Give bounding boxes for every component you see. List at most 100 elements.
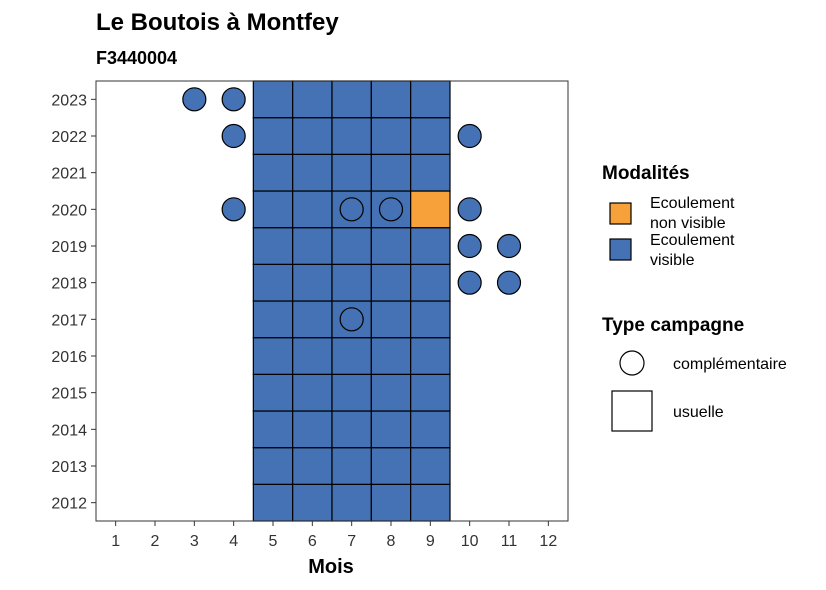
tile-2017-8 bbox=[370, 300, 412, 339]
tile-2018-8 bbox=[370, 263, 412, 302]
plot-frame bbox=[95, 80, 569, 522]
tile-2012-7 bbox=[331, 483, 372, 522]
tile-2013-6 bbox=[292, 447, 333, 485]
tile-2013-9 bbox=[410, 447, 451, 485]
tiles-layer bbox=[252, 80, 451, 522]
chart-title: Le Boutois à Montfey bbox=[96, 9, 339, 36]
legend-swatch-non-visible bbox=[609, 202, 632, 225]
x-tick-label: 10 bbox=[461, 533, 479, 550]
tile-2023-5 bbox=[252, 80, 294, 119]
y-tick-label: 2023 bbox=[51, 92, 87, 109]
tile-2012-8 bbox=[370, 483, 412, 522]
legend-square-icon bbox=[611, 390, 653, 432]
tile-2022-6 bbox=[292, 117, 333, 155]
x-tick-label: 3 bbox=[190, 533, 199, 550]
tile-2016-8 bbox=[370, 337, 412, 375]
x-tick-label: 12 bbox=[539, 533, 557, 550]
tile-2015-9 bbox=[410, 373, 451, 412]
x-tick-label: 11 bbox=[501, 533, 518, 550]
x-tick-label: 7 bbox=[347, 533, 356, 550]
point-2023-3 bbox=[182, 87, 207, 112]
y-tick-label: 2019 bbox=[51, 239, 87, 256]
tile-2020-9 bbox=[410, 190, 451, 229]
point-2022-10 bbox=[457, 123, 482, 149]
tile-2019-7 bbox=[331, 227, 372, 265]
tile-2023-7 bbox=[331, 80, 372, 119]
point-2019-10 bbox=[457, 233, 482, 259]
tile-2016-7 bbox=[331, 337, 372, 375]
tile-2012-6 bbox=[292, 483, 333, 522]
legend-label-non-visible-line2: non visible bbox=[650, 215, 726, 232]
x-tick-label: 4 bbox=[229, 533, 238, 550]
points-layer bbox=[182, 87, 522, 332]
tile-2012-5 bbox=[252, 483, 294, 522]
legend: Modalités Ecoulement non visible Ecoulem… bbox=[602, 163, 787, 432]
tile-2021-9 bbox=[410, 153, 451, 192]
tile-2014-7 bbox=[331, 410, 372, 449]
tile-2022-7 bbox=[331, 117, 372, 155]
y-tick-label: 2014 bbox=[51, 422, 87, 439]
point-2018-10 bbox=[457, 270, 482, 295]
x-tick-label: 8 bbox=[387, 533, 396, 550]
tile-2023-6 bbox=[292, 80, 333, 119]
point-2020-10 bbox=[457, 197, 482, 222]
x-tick-label: 6 bbox=[308, 533, 317, 550]
tile-2020-5 bbox=[252, 190, 294, 229]
tile-2019-9 bbox=[410, 227, 451, 265]
tile-2017-5 bbox=[252, 300, 294, 339]
y-tick-label: 2018 bbox=[51, 276, 87, 293]
tile-2021-5 bbox=[252, 153, 294, 192]
x-tick-label: 9 bbox=[426, 533, 435, 550]
tile-2017-6 bbox=[292, 300, 333, 339]
tile-2015-6 bbox=[292, 373, 333, 412]
point-2022-4 bbox=[221, 123, 246, 149]
tile-2018-6 bbox=[292, 263, 333, 302]
x-tick-label: 1 bbox=[111, 533, 120, 550]
tile-2016-6 bbox=[292, 337, 333, 375]
x-tick-label: 2 bbox=[151, 533, 160, 550]
legend-label-complementaire: complémentaire bbox=[673, 356, 787, 373]
tile-2021-6 bbox=[292, 153, 333, 192]
tile-2020-6 bbox=[292, 190, 333, 229]
tile-2014-9 bbox=[410, 410, 451, 449]
tile-2016-5 bbox=[252, 337, 294, 375]
tile-2023-8 bbox=[370, 80, 412, 119]
x-axis-title: Mois bbox=[308, 556, 354, 578]
tile-2014-6 bbox=[292, 410, 333, 449]
tile-2022-5 bbox=[252, 117, 294, 155]
tile-2012-9 bbox=[410, 483, 451, 522]
tile-2015-5 bbox=[252, 373, 294, 412]
legend-label-non-visible-line1: Ecoulement bbox=[650, 195, 735, 212]
tile-2013-7 bbox=[331, 447, 372, 485]
tile-2014-8 bbox=[370, 410, 412, 449]
y-tick-label: 2016 bbox=[51, 349, 87, 366]
tile-2014-5 bbox=[252, 410, 294, 449]
point-2020-7 bbox=[339, 197, 364, 222]
tile-2013-8 bbox=[370, 447, 412, 485]
tile-2019-6 bbox=[292, 227, 333, 265]
legend-label-visible-line1: Ecoulement bbox=[650, 232, 735, 249]
x-axis: 1 2 3 4 5 6 7 8 9 10 11 12 bbox=[111, 521, 557, 550]
tile-2022-8 bbox=[370, 117, 412, 155]
point-2020-4 bbox=[221, 197, 246, 222]
y-axis: 2012 2013 2014 2015 2016 2017 2018 2019 2020 2021… bbox=[51, 92, 96, 513]
legend-circle-icon bbox=[619, 350, 645, 376]
y-tick-label: 2020 bbox=[51, 202, 87, 219]
legend-campagne-title: Type campagne bbox=[602, 315, 744, 336]
tile-2019-8 bbox=[370, 227, 412, 265]
legend-modalites-title: Modalités bbox=[602, 163, 690, 184]
point-2023-4 bbox=[221, 87, 246, 112]
tile-2015-7 bbox=[331, 373, 372, 412]
tile-2015-8 bbox=[370, 373, 412, 412]
y-tick-label: 2015 bbox=[51, 386, 87, 403]
legend-swatch-visible bbox=[609, 238, 632, 261]
x-tick-label: 5 bbox=[269, 533, 278, 550]
tile-2018-9 bbox=[410, 263, 451, 302]
y-tick-label: 2017 bbox=[51, 312, 87, 329]
chart-subtitle: F3440004 bbox=[96, 48, 177, 68]
point-2018-11 bbox=[496, 270, 522, 295]
tile-2017-9 bbox=[410, 300, 451, 339]
tile-2019-5 bbox=[252, 227, 294, 265]
legend-label-usuelle: usuelle bbox=[673, 404, 724, 421]
